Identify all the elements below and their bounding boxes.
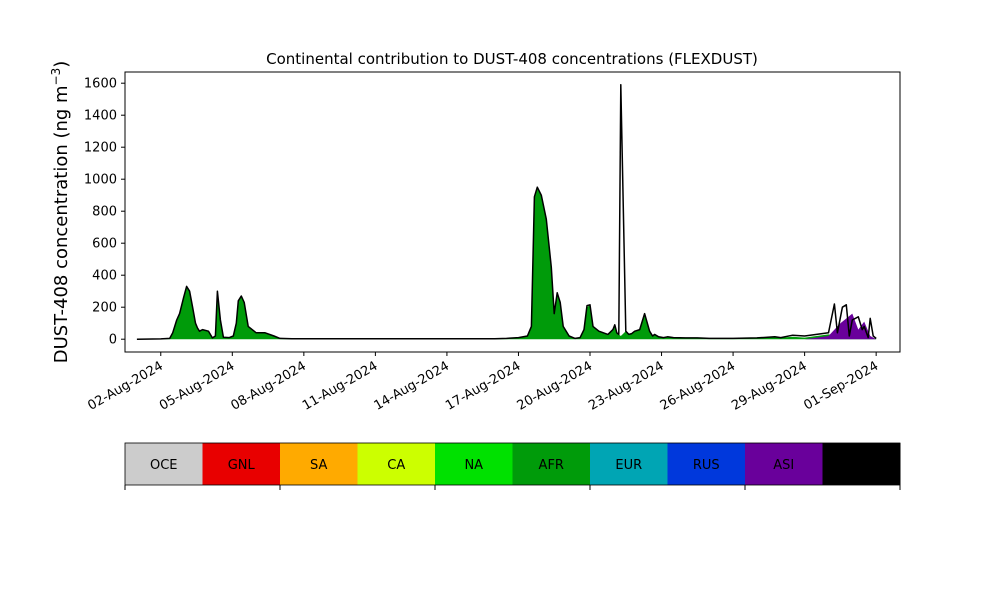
legend-swatch-oce [125, 443, 203, 485]
legend-swatch-rus [667, 443, 746, 485]
plot-frame [124, 71, 901, 353]
legend-swatch-aus [822, 443, 901, 485]
area-series-afr [136, 188, 877, 340]
y-tick-label: 1600 [84, 77, 117, 92]
legend-swatch-asi [745, 443, 823, 485]
legend-swatch-eur [590, 443, 668, 485]
legend-label: AFR [539, 458, 564, 473]
series-layer [136, 84, 877, 340]
y-axis-label-main: DUST-408 concentration (ng m [51, 85, 72, 363]
x-tick-label: 05-Aug-2024 [157, 359, 237, 414]
legend-label: ASI [773, 458, 794, 473]
y-axis-label-exponent: −3 [49, 68, 63, 86]
y-tick-label: 200 [92, 301, 117, 316]
x-tick-label: 17-Aug-2024 [443, 359, 523, 414]
y-axis-label-close: ) [51, 61, 72, 68]
x-tick-label: 20-Aug-2024 [515, 359, 595, 414]
legend-swatch-na [435, 443, 513, 485]
legend-frame [124, 442, 901, 486]
legend-swatch-gnl [202, 443, 281, 485]
legend-colorbar: OCE GNL SA CA NA AFR EUR RUS ASI AUS [124, 442, 901, 490]
x-tick-label: 14-Aug-2024 [372, 359, 452, 414]
area-series-asi [804, 313, 877, 340]
legend-label: AUS [848, 458, 875, 473]
y-tick-label: 0 [109, 333, 117, 348]
x-tick-label: 01-Sep-2024 [801, 359, 881, 414]
legend-label: OCE [150, 458, 178, 473]
x-tick-label: 11-Aug-2024 [300, 359, 380, 414]
chart-title: Continental contribution to DUST-408 con… [266, 50, 758, 68]
plot-area [136, 84, 877, 340]
legend-label: SA [310, 458, 327, 473]
legend-swatch-sa [280, 443, 358, 485]
y-tick-label: 600 [92, 237, 117, 252]
total-line [136, 84, 877, 340]
x-tick-label: 23-Aug-2024 [586, 359, 666, 414]
y-tick-label: 1200 [84, 141, 117, 156]
y-tick-label: 1000 [84, 173, 117, 188]
legend-label: EUR [615, 458, 642, 473]
legend-label: GNL [228, 458, 256, 473]
y-tick-label: 400 [92, 269, 117, 284]
x-tick-label: 08-Aug-2024 [229, 359, 309, 414]
x-tick-label: 29-Aug-2024 [729, 359, 809, 414]
x-axis: 02-Aug-202405-Aug-202408-Aug-202411-Aug-… [85, 352, 881, 414]
legend-label: NA [464, 458, 483, 473]
legend-label: CA [387, 458, 405, 473]
legend-swatch-ca [357, 443, 436, 485]
legend-swatch-afr [512, 443, 591, 485]
legend-label: RUS [693, 458, 720, 473]
y-axis-label: DUST-408 concentration (ng m−3) [49, 61, 72, 364]
y-tick-label: 1400 [84, 109, 117, 124]
x-tick-label: 26-Aug-2024 [658, 359, 738, 414]
y-tick-label: 800 [92, 205, 117, 220]
x-tick-label: 02-Aug-2024 [85, 359, 165, 414]
y-axis: 0 200 400 600 800 1000 1200 1400 1600 [84, 77, 125, 348]
